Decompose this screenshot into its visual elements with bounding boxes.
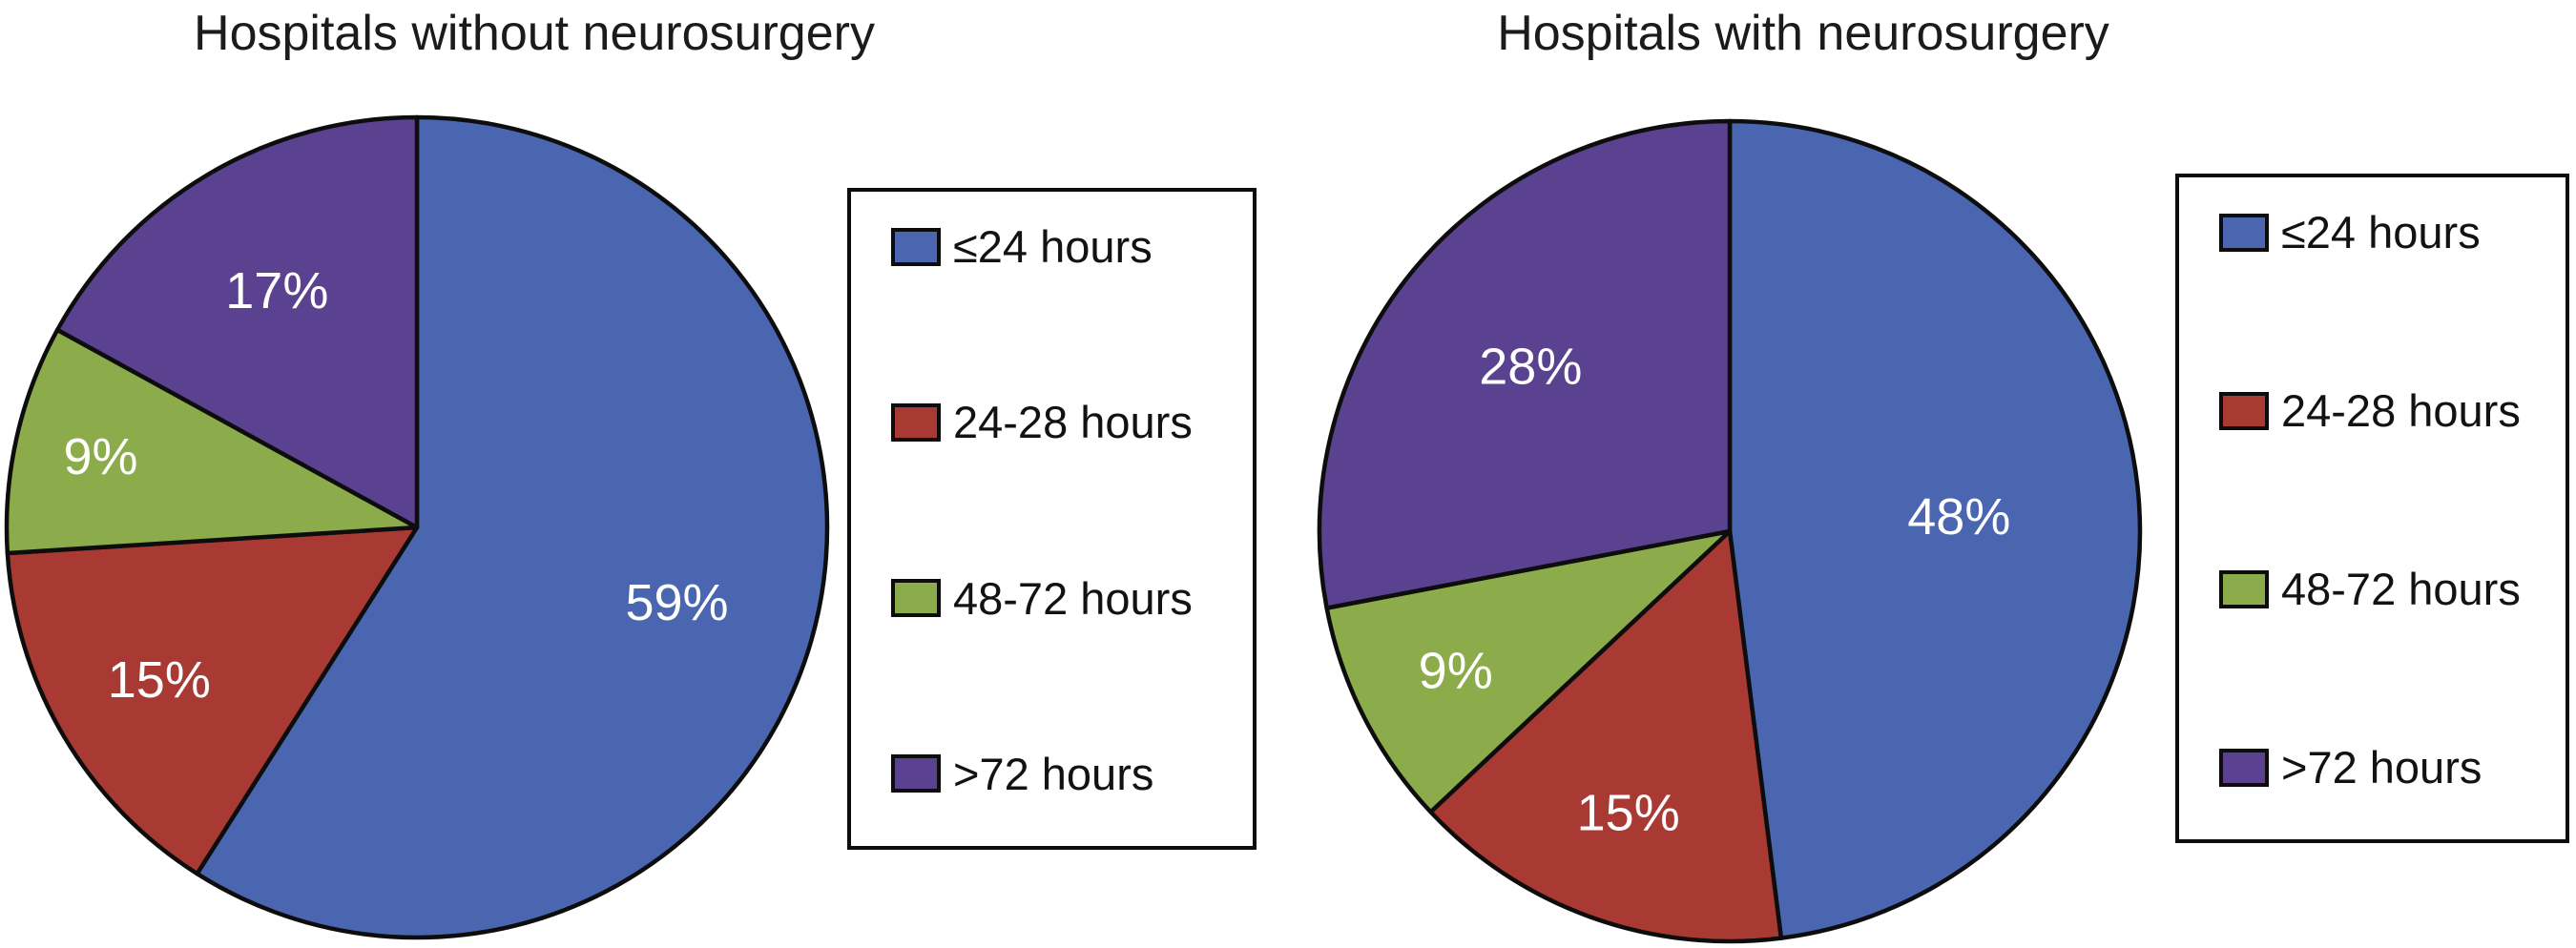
legend-swatch [891, 227, 941, 266]
pie-slice [4, 327, 420, 556]
pie-slice [1727, 118, 2143, 940]
legend-item: >72 hours [2219, 745, 2556, 790]
pie-slice [1324, 528, 1733, 814]
legend-item: 48-72 hours [2219, 567, 2556, 611]
legend-swatch [891, 402, 941, 442]
legend-label: ≤24 hours [953, 221, 1153, 272]
legend-swatch [891, 579, 941, 618]
slice-percent-label: 15% [108, 651, 211, 709]
slice-percent-label: 28% [1479, 338, 1582, 395]
slice-percent-label: 9% [1419, 642, 1493, 699]
legend-item: 24-28 hours [2219, 388, 2556, 433]
legend-item: ≤24 hours [891, 224, 1243, 269]
legend-item: >72 hours [891, 752, 1243, 796]
legend-swatch [2219, 213, 2269, 252]
legend-swatch [2219, 569, 2269, 608]
pie-with-neurosurgery: 48% 15% 9% 28% [1317, 118, 2143, 944]
legend-swatch [2219, 748, 2269, 787]
pie-slice [195, 114, 830, 940]
legend-item: 48-72 hours [891, 576, 1243, 621]
slice-percent-label: 9% [63, 428, 137, 485]
legend-swatch [891, 754, 941, 793]
legend-without-neurosurgery: ≤24 hours 24-28 hours 48-72 hours >72 hours [847, 188, 1257, 850]
legend-item: ≤24 hours [2219, 210, 2556, 255]
chart-title-with-neurosurgery: Hospitals with neurosurgery [1497, 6, 2109, 61]
legend-label: 48-72 hours [2281, 564, 2521, 614]
pie-slice [54, 114, 420, 530]
pie-slice [5, 525, 420, 876]
pie-slice [1428, 528, 1784, 944]
legend-swatch [2219, 391, 2269, 430]
legend-label: >72 hours [2281, 742, 2483, 793]
legend-label: ≤24 hours [2281, 207, 2481, 258]
chart-title-without-neurosurgery: Hospitals without neurosurgery [194, 6, 875, 61]
legend-label: >72 hours [953, 748, 1154, 799]
legend-with-neurosurgery: ≤24 hours 24-28 hours 48-72 hours >72 hours [2175, 174, 2569, 843]
slice-percent-label: 17% [225, 262, 328, 319]
slice-percent-label: 15% [1577, 784, 1680, 841]
legend-label: 24-28 hours [953, 397, 1193, 448]
legend-item: 24-28 hours [891, 400, 1243, 444]
pie-slice [1317, 118, 1733, 610]
slice-percent-label: 48% [1907, 488, 2010, 546]
pie-without-neurosurgery: 59% 15% 9% 17% [4, 114, 830, 940]
slice-percent-label: 59% [625, 574, 728, 631]
legend-label: 48-72 hours [953, 572, 1193, 624]
legend-label: 24-28 hours [2281, 385, 2521, 436]
